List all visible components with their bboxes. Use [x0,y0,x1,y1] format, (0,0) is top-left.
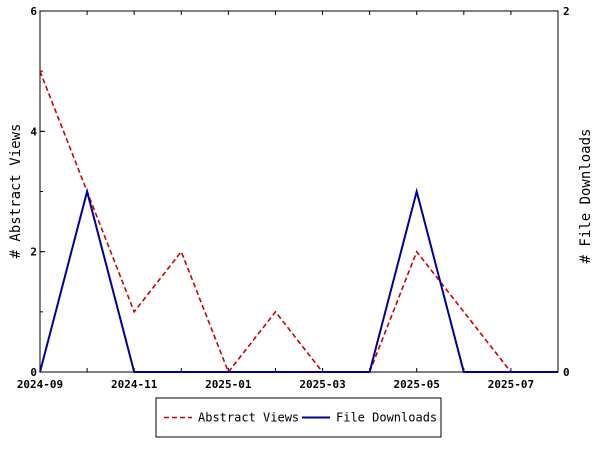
x-tick-label: 2025-01 [205,378,252,391]
x-tick-label: 2025-03 [299,378,345,391]
x-tick-label: 2025-07 [488,378,534,391]
plot-area [39,10,559,373]
y-right-tick-label: 2 [563,5,570,18]
tick-group: 2024-09 2024-11 2025-01 2025-03 2025-05 2025-… [17,5,570,391]
legend-box [155,397,442,438]
x-tick-label: 2024-11 [111,378,158,391]
y-left-tick-label: 6 [30,5,37,18]
series-line-abstract-views [39,70,558,374]
y-right-tick-label: 0 [563,366,570,379]
series-line-file-downloads [39,187,558,373]
legend: Abstract Views File Downloads [155,397,442,438]
series-group [39,70,558,374]
y-axis-left-title: # Abstract Views [8,124,24,259]
x-tick-label: 2025-05 [394,378,440,391]
legend-label: File Downloads [336,411,437,425]
x-tick-label: 2024-09 [17,378,63,391]
y-left-tick-label: 0 [30,366,37,379]
y-left-tick-label: 4 [30,125,37,138]
legend-label: Abstract Views [198,411,299,425]
y-left-tick-label: 2 [30,246,37,259]
y-axis-right-title: # File Downloads [578,129,594,264]
